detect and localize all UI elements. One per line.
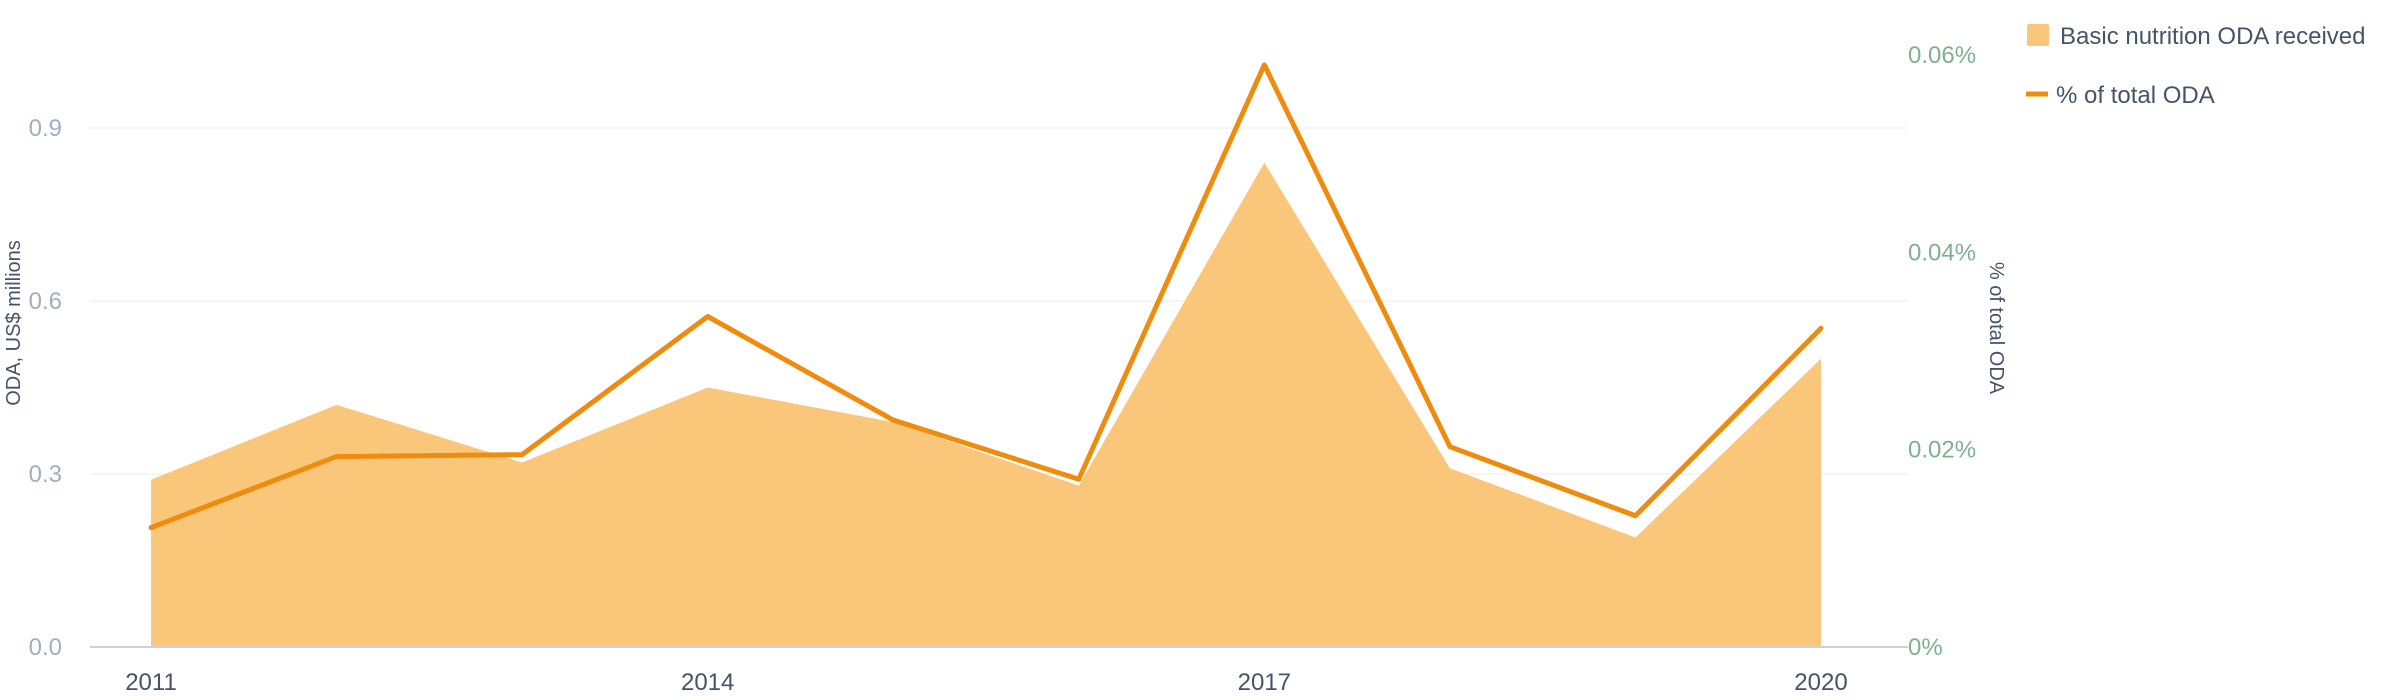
area-series-layer <box>151 162 1821 648</box>
x-tick-label: 2020 <box>1794 669 1847 696</box>
right-tick-label: 0% <box>1908 634 1943 661</box>
legend-swatch-area[interactable] <box>2027 24 2049 46</box>
legend-label-area[interactable]: Basic nutrition ODA received <box>2060 23 2365 50</box>
line-series-pct-total-oda <box>148 62 1824 531</box>
left-tick-label: 0.9 <box>29 115 62 142</box>
right-tick-label: 0.02% <box>1908 437 1976 464</box>
x-axis-ticks: 2011 2014 2017 2020 <box>125 669 1848 696</box>
left-tick-label: 0.0 <box>29 634 62 661</box>
right-axis-title: % of total ODA <box>1985 262 2007 395</box>
left-axis-title: ODA, US$ millions <box>3 240 25 406</box>
legend-label-line[interactable]: % of total ODA <box>2056 82 2215 109</box>
area-series-basic-nutrition <box>151 162 1821 648</box>
left-tick-label: 0.6 <box>29 288 62 315</box>
right-tick-label: 0.04% <box>1908 239 1976 266</box>
right-axis-ticks: 0% 0.02% 0.04% 0.06% <box>1908 42 1976 661</box>
x-tick-label: 2017 <box>1238 669 1291 696</box>
left-axis-ticks: 0.0 0.3 0.6 0.9 <box>29 115 62 661</box>
line-series-layer <box>148 62 1824 531</box>
x-tick-label: 2014 <box>681 669 734 696</box>
right-tick-label: 0.06% <box>1908 42 1976 69</box>
left-tick-label: 0.3 <box>29 461 62 488</box>
x-tick-label: 2011 <box>125 669 177 696</box>
legend: Basic nutrition ODA received % of total … <box>2026 23 2365 109</box>
